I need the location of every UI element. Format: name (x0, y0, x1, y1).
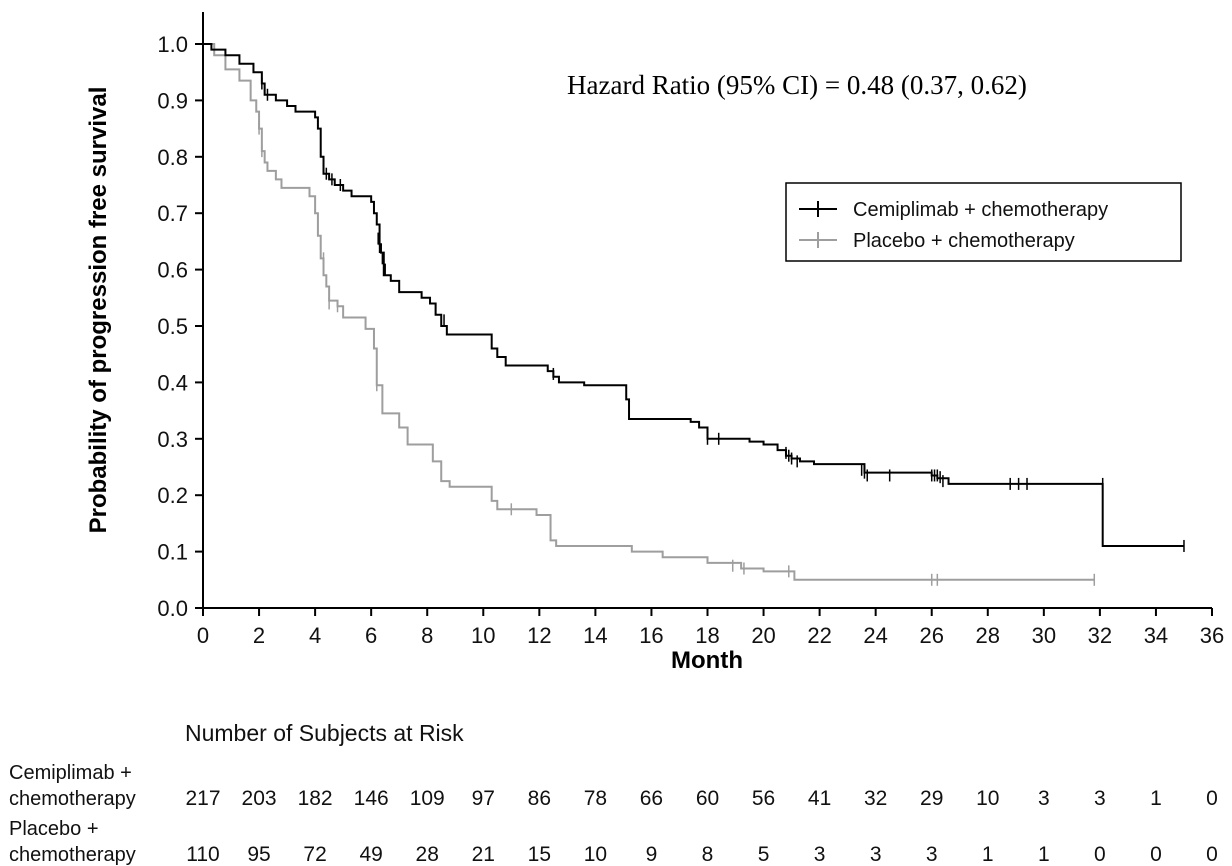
risk-count: 203 (242, 787, 277, 810)
y-tick-label: 0.6 (157, 258, 188, 283)
risk-count: 146 (354, 787, 389, 810)
risk-row-label-cemiplimab-line1: Cemiplimab + (9, 762, 132, 784)
risk-count: 109 (410, 787, 445, 810)
x-tick-label: 36 (1200, 623, 1224, 648)
x-tick-label: 2 (253, 623, 265, 648)
x-tick-label: 26 (919, 623, 943, 648)
x-tick-label: 24 (863, 623, 887, 648)
risk-table: Number of Subjects at Risk Cemiplimab + … (9, 720, 1218, 866)
y-tick-label: 0.8 (157, 145, 188, 170)
x-tick-label: 22 (807, 623, 831, 648)
risk-count: 182 (298, 787, 333, 810)
risk-count: 8 (702, 843, 714, 866)
km-curve-cemiplimab (203, 43, 1184, 547)
risk-count: 3 (1038, 787, 1050, 810)
x-tick-label: 4 (309, 623, 321, 648)
x-tick-label: 32 (1088, 623, 1112, 648)
x-axis-label: Month (671, 647, 743, 674)
risk-count: 3 (926, 843, 938, 866)
risk-count: 3 (1094, 787, 1106, 810)
risk-row-label-cemiplimab-line2: chemotherapy (9, 788, 136, 810)
x-tick-label: 6 (365, 623, 377, 648)
x-tick-label: 0 (197, 623, 209, 648)
x-tick-label: 18 (695, 623, 719, 648)
y-axis-label: Probability of progression free survival (85, 87, 112, 534)
risk-count: 56 (752, 787, 775, 810)
risk-count: 60 (696, 787, 719, 810)
y-tick-label: 0.1 (157, 540, 188, 565)
y-tick-label: 0.5 (157, 314, 188, 339)
risk-count: 28 (416, 843, 439, 866)
legend-label-placebo: Placebo + chemotherapy (853, 230, 1075, 252)
risk-count: 9 (646, 843, 658, 866)
x-tick-label: 10 (471, 623, 495, 648)
y-tick-label: 1.0 (157, 32, 188, 57)
x-tick-label: 28 (976, 623, 1000, 648)
risk-count: 3 (814, 843, 826, 866)
x-tick-label: 8 (421, 623, 433, 648)
x-ticks: 0 2 4 6 8 10 12 14 16 18 20 22 24 26 28 30 32 34 36 (197, 608, 1224, 648)
risk-row-label-placebo-line1: Placebo + (9, 818, 99, 840)
risk-count: 0 (1094, 843, 1106, 866)
risk-count: 10 (584, 843, 607, 866)
plot-area (203, 43, 1185, 586)
x-tick-label: 34 (1144, 623, 1168, 648)
y-tick-label: 0.3 (157, 427, 188, 452)
risk-count: 110 (186, 843, 219, 866)
x-tick-label: 30 (1032, 623, 1056, 648)
risk-count: 0 (1206, 843, 1218, 866)
y-tick-label: 0.7 (157, 201, 188, 226)
risk-count: 5 (758, 843, 770, 866)
risk-count: 10 (976, 787, 999, 810)
hazard-ratio-annotation: Hazard Ratio (95% CI) = 0.48 (0.37, 0.62… (567, 70, 1027, 100)
x-tick-label: 16 (639, 623, 663, 648)
y-tick-label: 0.0 (157, 596, 188, 621)
risk-count: 1 (1150, 787, 1162, 810)
risk-count: 66 (640, 787, 663, 810)
x-tick-label: 14 (583, 623, 607, 648)
risk-row-label-placebo-line2: chemotherapy (9, 844, 136, 866)
risk-count: 0 (1150, 843, 1162, 866)
risk-count: 49 (359, 843, 382, 866)
y-tick-label: 0.4 (157, 370, 188, 395)
risk-count: 217 (185, 787, 220, 810)
y-ticks: 0.0 0.1 0.2 0.3 0.4 0.5 0.6 0.7 0.8 0.9 1.0 (157, 32, 203, 621)
risk-count: 86 (528, 787, 551, 810)
risk-count: 15 (528, 843, 551, 866)
risk-count: 78 (584, 787, 607, 810)
x-tick-label: 20 (751, 623, 775, 648)
axes (202, 12, 1212, 609)
risk-count: 72 (303, 843, 326, 866)
legend: Cemiplimab + chemotherapy Placebo + chem… (785, 182, 1182, 262)
x-tick-label: 12 (527, 623, 551, 648)
y-tick-label: 0.9 (157, 88, 188, 113)
risk-count: 1 (982, 843, 994, 866)
risk-count: 41 (808, 787, 831, 810)
risk-count: 0 (1206, 787, 1218, 810)
risk-count: 97 (472, 787, 495, 810)
km-curve-placebo (203, 43, 1095, 581)
risk-table-title: Number of Subjects at Risk (185, 720, 464, 746)
y-tick-label: 0.2 (157, 483, 188, 508)
risk-values: 217 203 182 146 109 97 86 78 66 60 56 41 32 29 10 3 3 1 01… (185, 787, 1217, 866)
legend-box (785, 182, 1182, 262)
legend-label-cemiplimab: Cemiplimab + chemotherapy (853, 199, 1108, 221)
risk-count: 29 (920, 787, 943, 810)
risk-count: 1 (1038, 843, 1050, 866)
risk-count: 95 (247, 843, 270, 866)
risk-count: 3 (870, 843, 882, 866)
risk-count: 21 (472, 843, 495, 866)
risk-count: 32 (864, 787, 887, 810)
